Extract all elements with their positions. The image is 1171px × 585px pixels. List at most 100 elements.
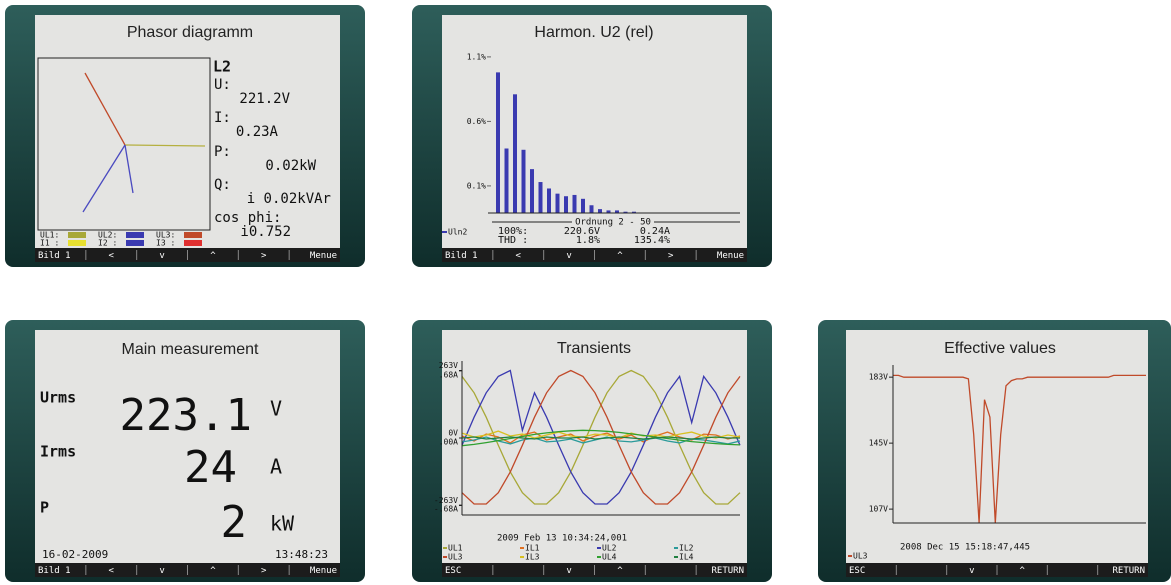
row-label: Urms: [40, 389, 76, 407]
legend-swatch: [184, 240, 202, 246]
reading-value: i0.752: [240, 224, 291, 240]
row-value: 2: [221, 497, 248, 548]
timestamp: 2009 Feb 13 10:34:24,001: [497, 534, 627, 544]
button-label[interactable]: Menue: [310, 566, 337, 576]
summary-value: 1.8%: [576, 235, 600, 246]
bar: [564, 196, 568, 213]
legend-label: IL1: [525, 544, 540, 553]
time: 13:48:23: [275, 548, 328, 561]
button-label[interactable]: v: [159, 251, 164, 261]
screen: [846, 330, 1148, 577]
reading-label: U:: [214, 77, 231, 93]
y-tick-label: 0.1%: [467, 181, 486, 190]
legend-label: IL4: [679, 553, 694, 562]
bar: [530, 169, 534, 213]
bar: [496, 72, 500, 213]
button-label[interactable]: <: [109, 251, 115, 261]
legend-label: IL2: [679, 544, 694, 553]
row-label: Irms: [40, 443, 76, 461]
button-label[interactable]: ^: [1019, 566, 1025, 576]
legend-swatch: [126, 240, 144, 246]
reading-label: I:: [214, 110, 231, 126]
y-tick-label: 107V: [869, 505, 888, 514]
summary-value: 135.4%: [634, 235, 670, 246]
screen: [35, 15, 340, 262]
button-label[interactable]: v: [159, 566, 164, 576]
row-value: 24: [184, 442, 237, 493]
legend-label: IL3: [525, 553, 540, 562]
button-label[interactable]: Bild 1: [38, 566, 71, 576]
bar: [590, 205, 594, 213]
legend-label: UL3: [448, 553, 463, 562]
timestamp: 2008 Dec 15 15:18:47,445: [900, 543, 1030, 553]
row-unit: kW: [270, 512, 295, 536]
legend-label: UL3: [853, 552, 868, 561]
button-label[interactable]: ^: [210, 251, 216, 261]
button-label[interactable]: RETURN: [711, 566, 744, 576]
reading-value: 221.2V: [239, 91, 290, 107]
bar: [539, 182, 543, 213]
screen-title: Effective values: [944, 340, 1056, 357]
bar: [573, 195, 577, 213]
button-label[interactable]: Menue: [310, 251, 337, 261]
legend-swatch: [126, 232, 144, 238]
reading-value: i 0.02kVAr: [247, 191, 331, 207]
screen-title: Transients: [557, 340, 631, 357]
button-label[interactable]: ^: [617, 566, 623, 576]
button-label[interactable]: <: [516, 251, 522, 261]
button-label[interactable]: ESC: [849, 566, 865, 576]
button-label[interactable]: Bild 1: [38, 251, 71, 261]
y-tick-label: 183V: [869, 373, 888, 382]
bar: [556, 194, 560, 213]
legend-label: UL2: [602, 544, 617, 553]
y2-tick-label: -.68A: [434, 505, 458, 514]
button-label[interactable]: v: [969, 566, 974, 576]
legend-swatch: [184, 232, 202, 238]
bar: [522, 150, 526, 213]
row-value: 223.1: [120, 390, 252, 441]
screen-title: Harmon. U2 (rel): [534, 24, 653, 41]
button-label[interactable]: >: [261, 251, 267, 261]
bar: [513, 94, 517, 213]
button-label[interactable]: RETURN: [1112, 566, 1145, 576]
button-label[interactable]: >: [668, 251, 674, 261]
bar: [505, 148, 509, 213]
legend-label: Uln2: [448, 228, 467, 237]
y-tick-label: 145V: [869, 439, 888, 448]
button-label[interactable]: v: [566, 251, 571, 261]
screen-title: Phasor diagramm: [127, 24, 253, 41]
button-label[interactable]: v: [566, 566, 571, 576]
legend-label: UL1: [448, 544, 463, 553]
bar: [581, 199, 585, 213]
legend-swatch: [68, 240, 86, 246]
button-label[interactable]: <: [109, 566, 115, 576]
y-tick-label: 1.1%: [467, 52, 486, 61]
button-label[interactable]: Bild 1: [445, 251, 478, 261]
y-tick-label: 0.6%: [467, 117, 486, 126]
phase-label: L2: [213, 58, 231, 76]
y-tick-label: 0V: [448, 429, 458, 438]
date: 16-02-2009: [42, 548, 108, 561]
button-label[interactable]: ESC: [445, 566, 461, 576]
y2-tick-label: .00A: [439, 438, 458, 447]
reading-label: P:: [214, 144, 231, 160]
screen-title: Main measurement: [122, 341, 260, 358]
y2-tick-label: .68A: [439, 370, 458, 379]
legend-label: I1 :: [40, 239, 59, 248]
reading-value: 0.23A: [236, 124, 279, 140]
button-label[interactable]: ^: [617, 251, 623, 261]
legend-label: UL4: [602, 553, 617, 562]
button-label[interactable]: >: [261, 566, 267, 576]
legend-label: I3 :: [156, 239, 175, 248]
screens: Phasor diagrammL2U:221.2VI:0.23AP:0.02kW…: [0, 0, 1171, 585]
bar: [598, 209, 602, 213]
reading-label: Q:: [214, 177, 231, 193]
row-unit: V: [270, 397, 282, 421]
legend-swatch: [68, 232, 86, 238]
button-label[interactable]: Menue: [717, 251, 744, 261]
bar: [547, 188, 551, 213]
row-unit: A: [270, 455, 282, 479]
button-label[interactable]: ^: [210, 566, 216, 576]
y-tick-label: 263V: [439, 361, 458, 370]
legend-label: I2 :: [98, 239, 117, 248]
